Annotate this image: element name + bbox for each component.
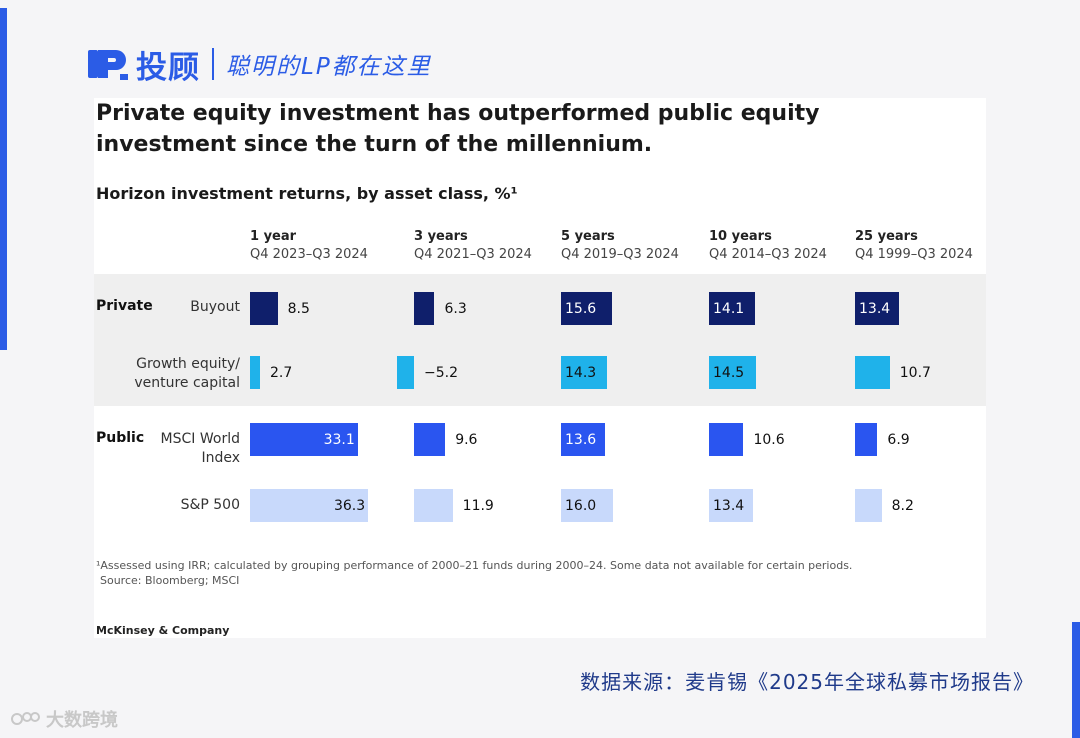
column-header: 5 years Q4 2019–Q3 2024 xyxy=(561,228,679,264)
bar xyxy=(709,489,753,522)
watermark-text: 大数跨境 xyxy=(46,710,118,731)
bar-value-label: 11.9 xyxy=(462,498,494,514)
bar-value-label: 13.4 xyxy=(859,301,891,317)
bar-value-label: 6.9 xyxy=(887,432,910,448)
bar-value-label: 10.7 xyxy=(899,365,931,381)
bar-value-label: 8.2 xyxy=(891,498,914,514)
row-label-sp500: S&P 500 xyxy=(180,497,240,513)
bar xyxy=(414,489,453,522)
horizon-period: Q4 2021–Q3 2024 xyxy=(414,247,532,262)
chart-card: Private equity investment has outperform… xyxy=(94,98,986,638)
header: 投顾 聪明的LP都在这里 xyxy=(86,40,432,88)
horizon-name: 5 years xyxy=(561,229,615,244)
bar xyxy=(250,423,358,456)
bar-value-label: 6.3 xyxy=(444,301,467,317)
row-label-buyout: Buyout xyxy=(190,299,240,315)
footnote-text: ¹Assessed using IRR; calculated by group… xyxy=(96,559,853,572)
bar xyxy=(855,292,899,325)
bar-value-label: 36.3 xyxy=(333,498,366,514)
footnote: ¹Assessed using IRR; calculated by group… xyxy=(96,558,852,588)
bar-value-label: 16.0 xyxy=(565,498,597,514)
group-label-public: Public xyxy=(96,430,145,446)
bar-value-label: 2.7 xyxy=(270,365,293,381)
slogan: 聪明的LP都在这里 xyxy=(226,54,432,80)
column-header: 1 year Q4 2023–Q3 2024 xyxy=(250,228,368,264)
horizon-period: Q4 2014–Q3 2024 xyxy=(709,247,827,262)
bar xyxy=(414,292,435,325)
bar-value-label: 33.1 xyxy=(323,432,355,448)
watermark: 大数跨境 xyxy=(10,706,118,732)
bar-value-label: 9.6 xyxy=(455,432,478,448)
bar xyxy=(855,423,878,456)
data-source-cn: 数据来源：麦肯锡《2025年全球私募市场报告》 xyxy=(580,670,1034,694)
bar xyxy=(561,489,613,522)
bar xyxy=(561,356,608,389)
horizon-name: 3 years xyxy=(414,229,468,244)
bar xyxy=(397,356,414,389)
source-text: Source: Bloomberg; MSCI xyxy=(100,574,240,587)
bar-value-label: −5.2 xyxy=(424,365,458,381)
bar-value-label: 14.3 xyxy=(565,365,597,381)
column-header: 25 years Q4 1999–Q3 2024 xyxy=(855,228,973,264)
column-header: 3 years Q4 2021–Q3 2024 xyxy=(414,228,532,264)
bar xyxy=(709,423,744,456)
bar-value-label: 14.1 xyxy=(713,301,745,317)
row-label-growth-equity: Growth equity/ venture capital xyxy=(134,356,240,391)
bar xyxy=(250,292,278,325)
group-label-private: Private xyxy=(96,298,153,314)
bar xyxy=(855,356,890,389)
bar xyxy=(414,423,446,456)
bar xyxy=(561,292,612,325)
horizon-name: 1 year xyxy=(250,229,297,244)
chart-title: Private equity investment has outperform… xyxy=(96,101,820,157)
mckinsey-brand: McKinsey & Company xyxy=(96,624,230,637)
horizon-period: Q4 1999–Q3 2024 xyxy=(855,247,973,262)
horizon-period: Q4 2019–Q3 2024 xyxy=(561,247,679,262)
column-header: 10 years Q4 2014–Q3 2024 xyxy=(709,228,827,264)
row-label-msci-world: MSCI World Index xyxy=(160,431,240,466)
bar-value-label: 13.6 xyxy=(565,432,597,448)
bar xyxy=(709,292,755,325)
bar xyxy=(709,356,757,389)
horizon-period: Q4 2023–Q3 2024 xyxy=(250,247,368,262)
brand-name: 投顾 xyxy=(136,49,200,86)
bar xyxy=(855,489,882,522)
bar xyxy=(250,356,260,389)
chart-subtitle: Horizon investment returns, by asset cla… xyxy=(96,184,518,203)
bar-value-label: 10.6 xyxy=(753,432,785,448)
left-accent-bar xyxy=(0,8,7,350)
bar-value-label: 14.5 xyxy=(713,365,745,381)
bar-value-label: 13.4 xyxy=(713,498,745,514)
horizon-name: 10 years xyxy=(709,229,772,244)
watermark-logo-icon xyxy=(11,712,40,725)
header-divider xyxy=(212,48,214,80)
bar xyxy=(250,489,368,522)
bar-value-label: 15.6 xyxy=(565,301,597,317)
bar-value-label: 8.5 xyxy=(287,301,310,317)
brand-logo-icon xyxy=(88,50,128,80)
bar xyxy=(561,423,606,456)
right-accent-bar xyxy=(1072,622,1080,738)
horizon-name: 25 years xyxy=(855,229,918,244)
private-band xyxy=(94,274,986,406)
